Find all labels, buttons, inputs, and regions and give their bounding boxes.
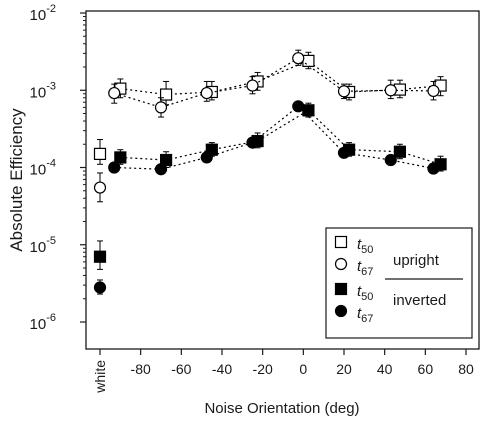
y-tick-base: 10 [30, 162, 47, 179]
legend-label-t50-upright: t50 [357, 236, 373, 256]
data-marker-circle [292, 52, 305, 65]
series-connector-line [114, 57, 434, 109]
y-tick-exponent: -2 [46, 3, 56, 15]
y-tick-exponent: -6 [46, 312, 56, 324]
data-marker-circle [427, 162, 440, 175]
data-marker-circle [93, 181, 107, 194]
y-tick-base: 10 [30, 239, 47, 256]
y-tick-label: 10-6 [30, 312, 56, 333]
data-marker-circle [108, 161, 121, 174]
data-series [108, 49, 440, 118]
data-marker-circle [154, 163, 168, 176]
legend-symbol: t [357, 305, 362, 322]
legend-subscript: 50 [361, 244, 373, 256]
x-tick-label: -40 [212, 361, 232, 377]
legend-symbol: t [357, 236, 362, 253]
data-marker-square [93, 250, 107, 263]
legend-box [325, 227, 473, 339]
legend-markers [334, 235, 348, 318]
y-tick-exponent: -4 [46, 158, 56, 170]
y-tick-base: 10 [30, 7, 47, 24]
y-tick-label: 10-4 [30, 158, 56, 179]
legend-subscript: 67 [361, 266, 373, 278]
y-tick-label: 10-5 [30, 235, 56, 256]
data-marker-circle [337, 146, 351, 159]
x-tick-label: -60 [171, 361, 191, 377]
data-marker-square [393, 145, 407, 158]
data-marker-square [302, 54, 315, 67]
x-tick-label: 60 [418, 361, 434, 377]
data-marker-circle [154, 101, 168, 114]
data-series [93, 279, 107, 295]
data-marker-circle [246, 136, 259, 149]
series-connector-line [114, 105, 434, 170]
data-marker-circle [93, 281, 107, 294]
x-tick-label: 80 [458, 361, 474, 377]
legend-group-upright: upright [393, 252, 440, 269]
data-marker-square [302, 104, 315, 117]
data-marker-circle [337, 85, 351, 98]
legend-label-t67-upright: t67 [357, 258, 373, 278]
data-series [93, 139, 107, 165]
axes-layer: white -80 -60 -40 -20 0 20 40 60 8010-610-510-410… [30, 3, 474, 394]
x-tick-label: 40 [377, 361, 393, 377]
data-marker-circle [334, 257, 348, 271]
series-connector-line [120, 60, 441, 96]
data-marker-circle [384, 153, 397, 167]
data-series [108, 100, 440, 176]
data-marker-circle [246, 79, 259, 92]
x-tick-label: white [92, 360, 108, 394]
y-tick-base: 10 [30, 84, 47, 101]
data-marker-square [334, 282, 348, 296]
data-series [93, 172, 107, 203]
data-series [114, 51, 447, 106]
y-axis-label: Absolute Efficiency [7, 108, 26, 252]
data-marker-circle [334, 304, 348, 318]
y-tick-exponent: -3 [46, 80, 56, 92]
x-tick-label: -80 [131, 361, 151, 377]
data-marker-circle [200, 86, 213, 100]
y-tick-label: 10-2 [30, 3, 56, 24]
y-tick-exponent: -5 [46, 235, 56, 247]
data-marker-circle [200, 151, 213, 164]
data-marker-square [93, 147, 107, 160]
data-marker-circle [108, 86, 121, 100]
legend-label-t67-inverted: t67 [357, 305, 373, 325]
series-layer [93, 49, 447, 295]
legend-subscript: 67 [361, 313, 373, 325]
x-tick-label: 20 [336, 361, 352, 377]
data-marker-square [159, 153, 173, 167]
y-tick-label: 10-3 [30, 80, 56, 101]
data-series [93, 240, 107, 270]
data-marker-square [334, 235, 348, 249]
legend-label-t50-inverted: t50 [357, 283, 373, 303]
data-marker-circle [292, 100, 305, 113]
x-tick-label: 0 [299, 361, 307, 377]
data-marker-circle [384, 84, 397, 97]
legend-subscript: 50 [361, 291, 373, 303]
legend-symbol: t [357, 258, 362, 275]
data-marker-circle [427, 84, 440, 98]
x-tick-label: -20 [253, 361, 273, 377]
legend-symbol: t [357, 283, 362, 300]
y-tick-base: 10 [30, 316, 47, 333]
x-axis-label: Noise Orientation (deg) [204, 400, 359, 417]
legend: t50 t67 t50 t67 upright inverted [325, 227, 473, 339]
data-marker-square [114, 151, 127, 164]
data-marker-square [159, 88, 173, 101]
legend-group-inverted: inverted [393, 292, 446, 309]
plot-frame [85, 10, 480, 350]
